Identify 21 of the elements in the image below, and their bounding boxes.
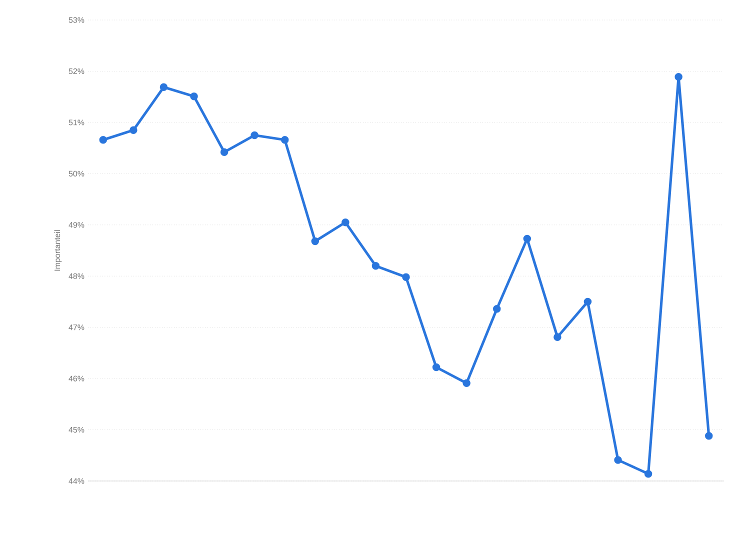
point [492, 305, 501, 313]
point [523, 234, 532, 243]
point [160, 83, 168, 91]
point [280, 136, 289, 144]
point [190, 92, 198, 100]
point [704, 432, 713, 440]
point [644, 470, 652, 478]
point [250, 131, 258, 140]
point [584, 298, 592, 306]
point [402, 273, 410, 282]
point [99, 136, 108, 144]
point [432, 363, 440, 372]
point [311, 237, 320, 246]
point [462, 379, 470, 388]
point [130, 126, 138, 134]
point [372, 262, 380, 270]
point [614, 456, 622, 464]
point [220, 148, 228, 156]
point [674, 72, 682, 81]
point [554, 333, 562, 341]
point [342, 218, 350, 226]
